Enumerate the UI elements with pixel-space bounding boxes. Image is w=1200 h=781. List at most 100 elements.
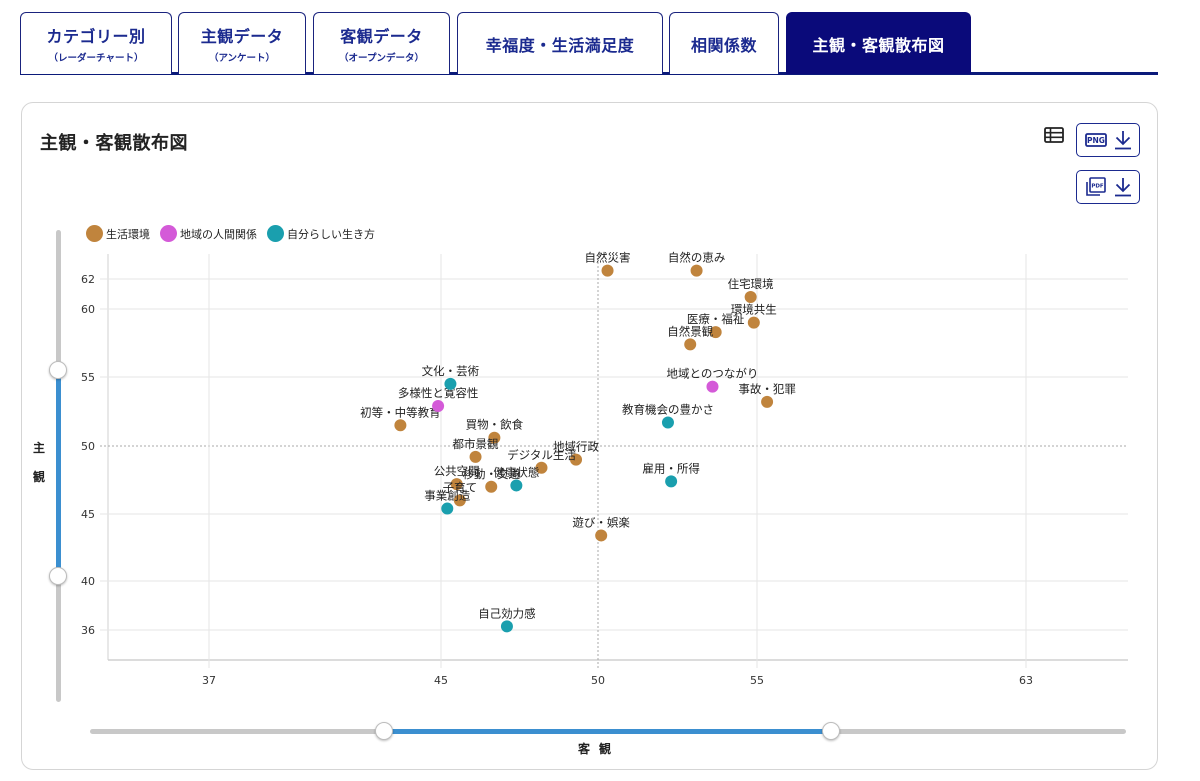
data-point-marker[interactable]	[488, 431, 501, 444]
tab-happiness-satisfaction[interactable]: 幸福度・生活満足度	[457, 12, 663, 74]
data-point[interactable]: 子育て	[443, 480, 478, 507]
tab-label: 相関係数	[690, 35, 757, 55]
data-point[interactable]: 買物・飲食	[466, 418, 524, 444]
legend-item-living-environment[interactable]: 生活環境	[86, 225, 150, 242]
png-file-icon: PNG	[1084, 133, 1107, 147]
data-point-label: 自然災害	[585, 251, 631, 265]
data-point[interactable]: 医療・福祉	[687, 312, 745, 339]
legend-label: 自分らしい生き方	[287, 227, 375, 241]
data-point[interactable]: 初等・中等教育	[360, 405, 441, 432]
data-point-label: 環境共生	[731, 303, 777, 317]
svg-text:40: 40	[81, 575, 95, 588]
data-point[interactable]: 雇用・所得	[642, 461, 700, 488]
data-point-marker[interactable]	[535, 461, 548, 474]
data-point-marker[interactable]	[450, 478, 463, 491]
svg-text:55: 55	[81, 371, 95, 384]
data-point[interactable]: 地域とのつながり	[667, 367, 759, 393]
data-point-label: 都市景観	[453, 437, 499, 451]
data-point-marker[interactable]	[595, 529, 608, 542]
data-point[interactable]: 教育機会の豊かさ	[622, 403, 714, 429]
data-point[interactable]: 地域行政	[553, 440, 600, 466]
data-point-marker[interactable]	[510, 479, 523, 492]
data-point-marker[interactable]	[706, 380, 719, 393]
data-point-marker[interactable]	[761, 395, 774, 408]
data-point-marker[interactable]	[661, 416, 674, 429]
data-point-marker[interactable]	[441, 502, 454, 515]
y-range-slider-min-handle[interactable]	[49, 567, 67, 585]
data-point[interactable]: 移動・交通	[462, 467, 520, 493]
data-point-marker[interactable]	[469, 450, 482, 463]
data-point[interactable]: 自然災害	[585, 251, 631, 277]
svg-text:50: 50	[591, 674, 605, 687]
svg-text:45: 45	[434, 674, 448, 687]
tab-objective-data[interactable]: 客観データ （オープンデータ）	[313, 12, 450, 74]
data-point-label: 自己効力感	[478, 606, 536, 620]
data-point[interactable]: 住宅環境	[728, 277, 774, 303]
data-point-marker[interactable]	[744, 291, 757, 303]
tab-sublabel: （アンケート）	[208, 53, 276, 64]
svg-text:37: 37	[202, 674, 216, 687]
data-point-marker[interactable]	[485, 480, 498, 493]
data-point-label: 初等・中等教育	[360, 405, 441, 419]
data-point[interactable]: 健康状態	[493, 465, 539, 492]
tab-label: カテゴリー別	[46, 27, 146, 46]
png-download-button[interactable]: PNG	[1076, 123, 1140, 157]
tab-category-radar[interactable]: カテゴリー別 （レーダーチャート）	[20, 12, 172, 74]
legend-dot-icon	[160, 225, 177, 242]
data-point[interactable]: 多様性と寛容性	[398, 386, 479, 412]
tab-correlation[interactable]: 相関係数	[669, 12, 779, 74]
data-point[interactable]: 事業創造	[424, 489, 471, 515]
data-point-marker[interactable]	[444, 377, 457, 390]
legend-item-community-relations[interactable]: 地域の人間関係	[160, 225, 257, 242]
data-point-marker[interactable]	[665, 475, 678, 488]
tab-sublabel: （オープンデータ）	[339, 53, 424, 64]
data-point[interactable]: デジタル生活	[507, 448, 576, 474]
svg-text:60: 60	[81, 303, 95, 316]
legend-dot-icon	[86, 225, 103, 242]
data-point-marker[interactable]	[709, 326, 722, 339]
tab-scatter-plot[interactable]: 主観・客観散布図	[786, 12, 971, 74]
data-point-marker[interactable]	[690, 264, 703, 277]
tab-subjective-data[interactable]: 主観データ （アンケート）	[178, 12, 306, 74]
tab-label: 幸福度・生活満足度	[485, 35, 635, 55]
x-range-slider-max-handle[interactable]	[822, 722, 840, 740]
data-point-label: 買物・飲食	[466, 418, 524, 432]
data-point-marker[interactable]	[601, 264, 614, 277]
data-point-label: 公共空間	[434, 464, 480, 478]
tab-label: 主観データ	[200, 27, 284, 46]
data-point[interactable]: 事故・犯罪	[738, 382, 796, 408]
data-point-label: 医療・福祉	[687, 312, 745, 326]
data-point[interactable]: 自然景観	[667, 324, 714, 351]
data-point-marker[interactable]	[500, 620, 513, 633]
pdf-file-icon: PDF	[1085, 177, 1106, 196]
data-point-label: 子育て	[443, 480, 478, 494]
data-point-marker[interactable]	[570, 453, 583, 466]
legend-label: 生活環境	[106, 227, 150, 241]
data-point-marker[interactable]	[747, 316, 760, 329]
data-point-marker[interactable]	[684, 338, 697, 351]
pdf-download-button[interactable]: PDF	[1076, 170, 1140, 204]
data-point[interactable]: 公共空間	[434, 464, 480, 491]
table-icon[interactable]	[1044, 127, 1064, 143]
data-point[interactable]: 自然の恵み	[668, 251, 726, 277]
data-point-marker[interactable]	[453, 494, 466, 507]
data-point-label: 事故・犯罪	[738, 382, 796, 396]
data-point-label: 住宅環境	[728, 277, 774, 291]
legend-item-own-way-of-life[interactable]: 自分らしい生き方	[267, 225, 375, 242]
y-range-slider-max-handle[interactable]	[49, 361, 67, 379]
data-point[interactable]: 遊び・娯楽	[572, 515, 630, 542]
data-point[interactable]: 文化・芸術	[422, 364, 480, 390]
data-point-label: 移動・交通	[462, 467, 520, 481]
x-range-slider-min-handle[interactable]	[375, 722, 393, 740]
data-point-marker[interactable]	[432, 399, 445, 412]
data-point[interactable]: 自己効力感	[478, 606, 536, 633]
data-point[interactable]: 環境共生	[731, 303, 777, 329]
svg-text:63: 63	[1019, 674, 1033, 687]
y-range-slider-selection	[56, 370, 61, 576]
y-axis-label: 主 観	[32, 441, 45, 484]
tab-sublabel: （レーダーチャート）	[48, 53, 144, 64]
x-range-slider-selection	[384, 729, 831, 734]
data-point-marker[interactable]	[394, 419, 407, 432]
data-point[interactable]: 都市景観	[453, 437, 499, 463]
chart-legend: 生活環境 地域の人間関係 自分らしい生き方	[86, 225, 379, 242]
